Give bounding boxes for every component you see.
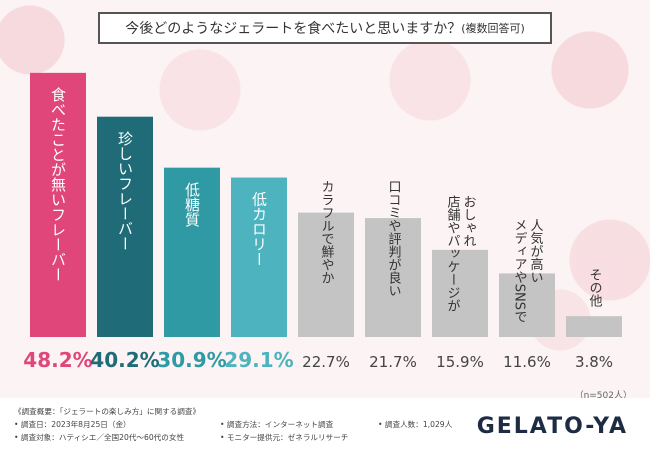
sample-size-label: （n=502人） <box>574 391 632 401</box>
survey-monitor: • モニター提供元：ゼネラルリサーチ <box>220 433 349 442</box>
survey-count: • 調査人数：1,029人 <box>378 420 453 429</box>
bar-8 <box>499 273 555 337</box>
bar-2 <box>97 116 153 337</box>
category-label-1: 食べたことが無いフレーバー <box>49 87 67 282</box>
value-label-4: 29.1% <box>224 348 293 372</box>
bar-1 <box>30 72 86 337</box>
category-label-7: 店舗やパッケージが <box>445 195 461 312</box>
category-label-2: 珍しいフレーバー <box>116 131 134 251</box>
value-label-1: 48.2% <box>23 348 92 372</box>
category-label-8: メディアやSNSで <box>512 219 528 324</box>
value-label-9: 3.8% <box>575 353 613 371</box>
gelato-ya-logo: GELATO-YA <box>476 414 628 439</box>
value-label-7: 15.9% <box>436 353 484 371</box>
category-label-3: 低糖質 <box>183 182 201 227</box>
survey-target: • 調査対象：ハティシエ／全国20代～60代の女性 <box>14 433 185 442</box>
survey-method: • 調査方法：インターネット調査 <box>220 420 334 429</box>
value-label-3: 30.9% <box>157 348 226 372</box>
title-note: (複数回答可) <box>461 22 525 35</box>
footer: 《調査概要：「ジェラートの楽しみ方」に関する調査》 • 調査日：2023年8月2… <box>0 398 650 450</box>
value-label-2: 40.2% <box>90 348 159 372</box>
bar-9 <box>566 316 622 337</box>
survey-overview: 《調査概要：「ジェラートの楽しみ方」に関する調査》 <box>14 407 201 416</box>
category-label-5: カラフルで鮮やか <box>319 180 335 284</box>
category-label-8: 人気が高い <box>528 219 544 284</box>
survey-date: • 調査日：2023年8月25日（金） <box>14 420 131 429</box>
category-label-9: その他 <box>587 268 603 308</box>
bar-7 <box>432 249 488 337</box>
bar-5 <box>298 212 354 337</box>
bar-4 <box>231 177 287 337</box>
category-label-6: 口コミや評判が良い <box>386 180 402 297</box>
bar-6 <box>365 218 421 337</box>
value-label-5: 22.7% <box>302 353 350 371</box>
chart-title: 今後どのようなジェラートを食べたいと思いますか？ (複数回答可) <box>98 12 552 44</box>
category-label-7: おしゃれ <box>461 195 477 247</box>
value-label-6: 21.7% <box>369 353 417 371</box>
title-main: 今後どのようなジェラートを食べたいと思いますか？ <box>125 21 462 37</box>
bar-chart: 食べたことが無いフレーバー 48.2% 珍しいフレーバー 40.2% 低糖質 30.9% 低… <box>23 72 622 372</box>
bar-3 <box>164 167 220 337</box>
value-label-8: 11.6% <box>503 353 551 371</box>
category-label-4: 低カロリー <box>250 192 268 267</box>
